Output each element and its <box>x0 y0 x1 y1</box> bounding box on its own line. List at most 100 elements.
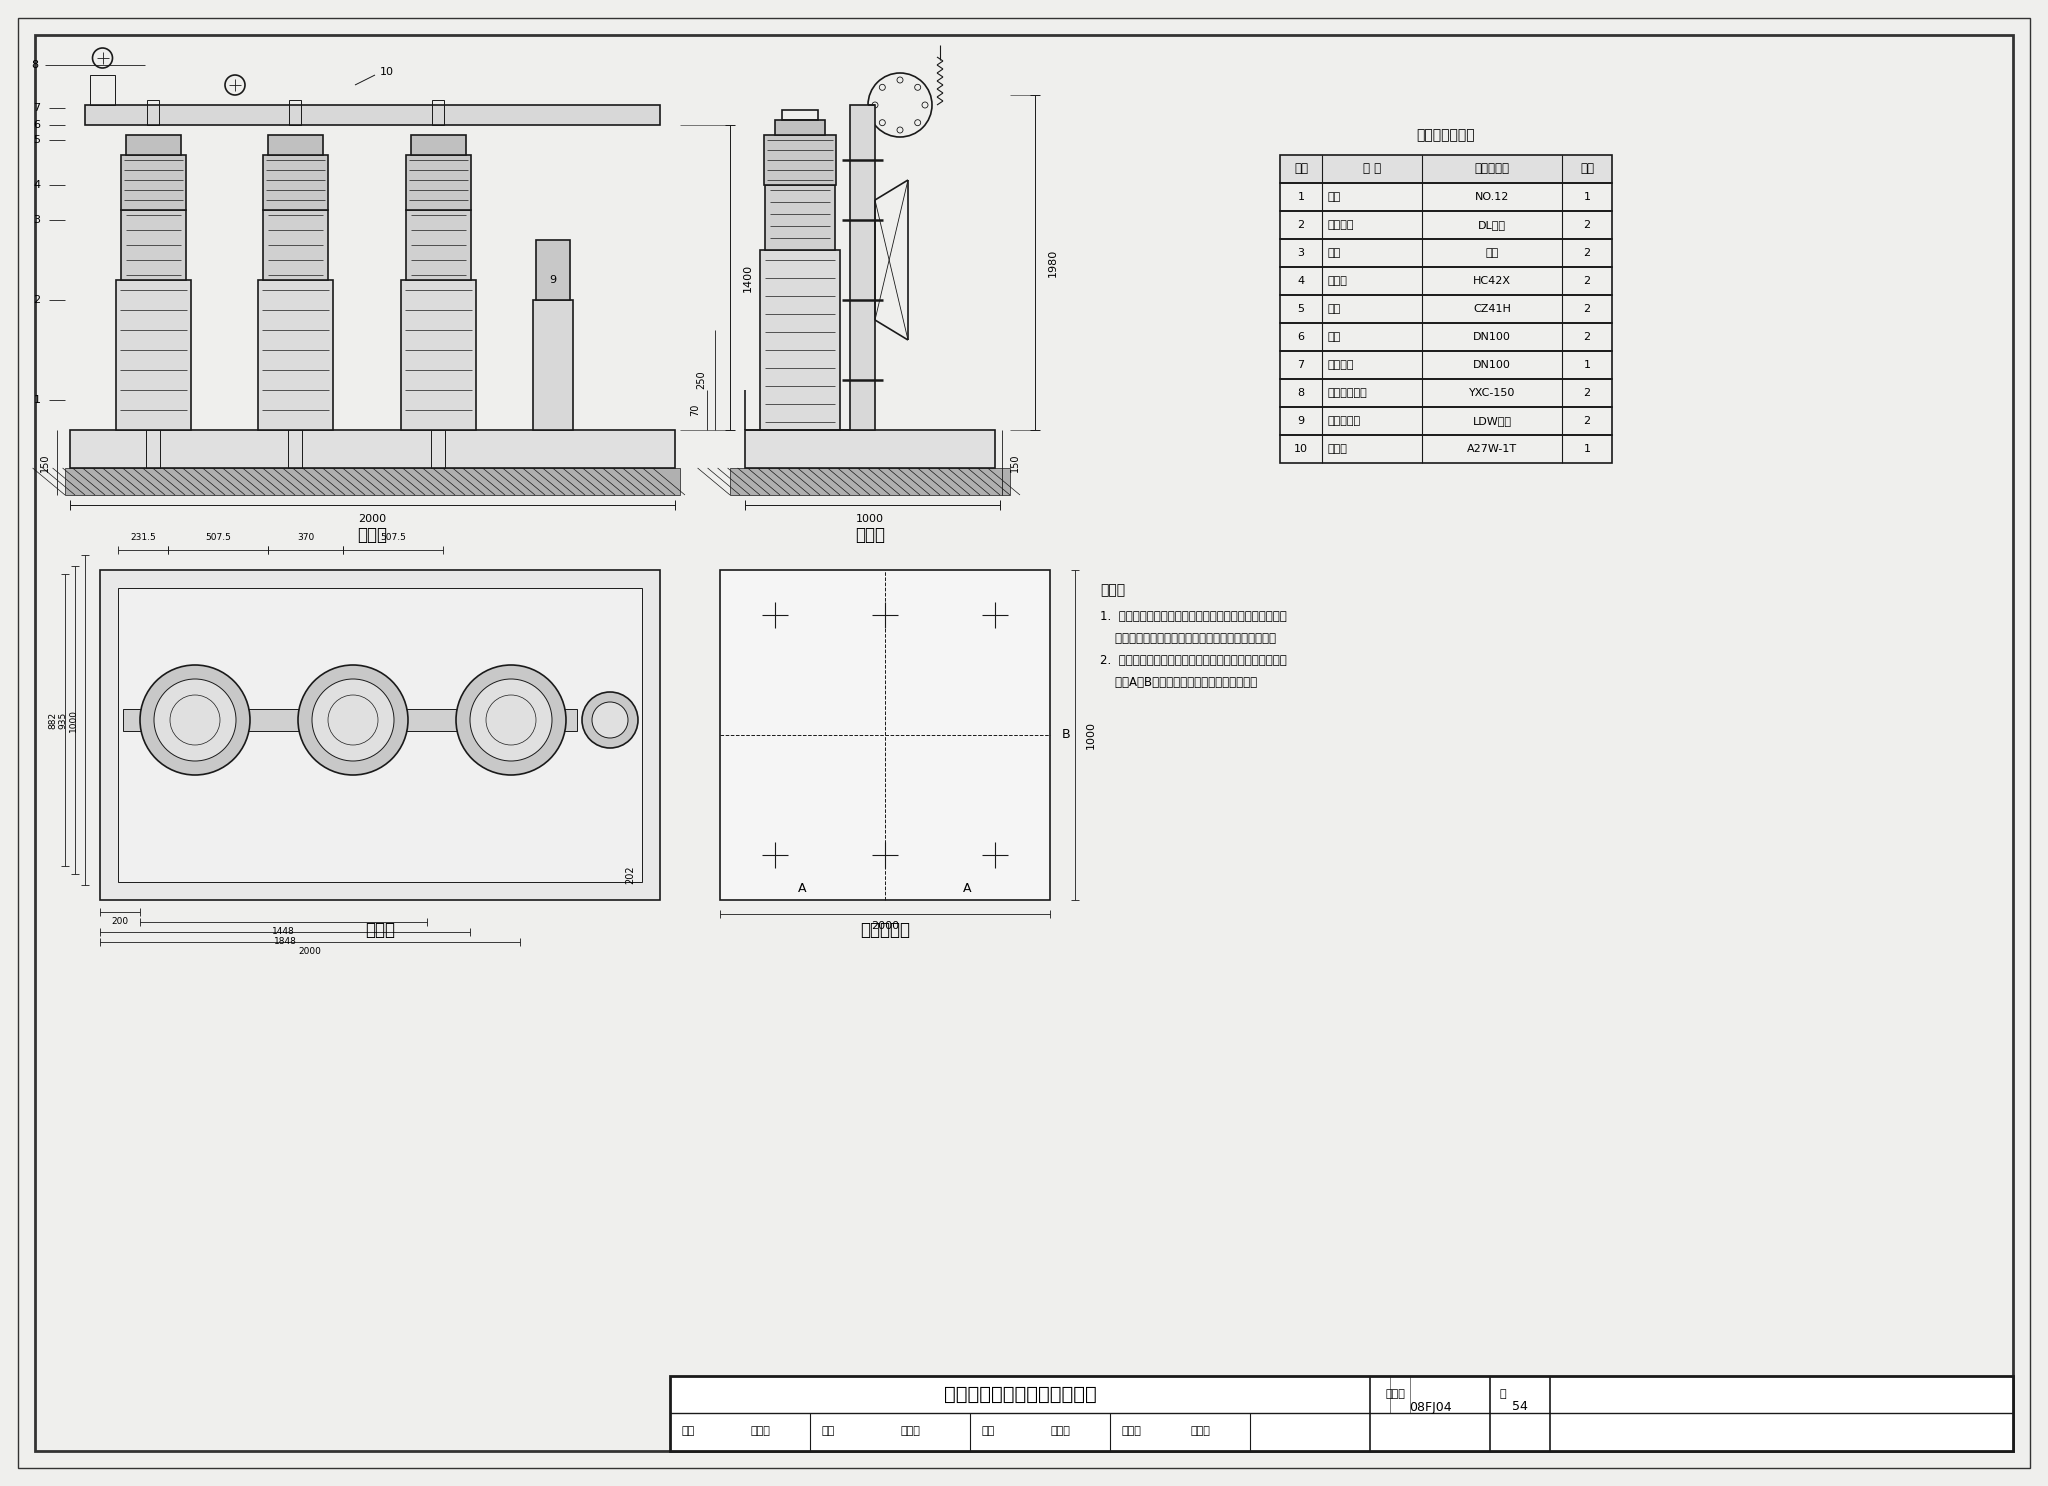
Text: 出水总管: 出水总管 <box>1327 360 1354 370</box>
Circle shape <box>592 701 629 739</box>
Bar <box>721 571 1051 901</box>
Text: 2: 2 <box>1583 416 1591 426</box>
Circle shape <box>311 679 393 761</box>
Text: 底座: 底座 <box>1327 192 1341 202</box>
Text: 消防稳压泵: 消防稳压泵 <box>1327 416 1362 426</box>
Text: 2.  泵基座有公共底盘，与基础采用膨胀螺栓固定，设减振: 2. 泵基座有公共底盘，与基础采用膨胀螺栓固定，设减振 <box>1100 654 1286 667</box>
Bar <box>774 120 825 135</box>
Bar <box>766 184 836 250</box>
Text: 名 称: 名 称 <box>1362 162 1380 175</box>
Text: 成品: 成品 <box>1485 248 1499 259</box>
Text: 审核: 审核 <box>682 1427 694 1435</box>
Bar <box>1280 296 1612 322</box>
Text: 2: 2 <box>1583 220 1591 230</box>
Text: 型号及说明: 型号及说明 <box>1475 162 1509 175</box>
Circle shape <box>139 666 250 776</box>
Text: 立面图: 立面图 <box>358 526 387 544</box>
Bar <box>145 429 160 468</box>
Bar <box>401 279 475 429</box>
Bar <box>1280 351 1612 379</box>
Text: 张汉书: 张汉书 <box>1051 1427 1069 1435</box>
Text: 郭建平: 郭建平 <box>750 1427 770 1435</box>
Text: 监图书: 监图书 <box>1122 1427 1143 1435</box>
Text: 9: 9 <box>549 275 557 285</box>
Bar <box>782 110 817 120</box>
Text: DN100: DN100 <box>1473 360 1511 370</box>
Text: 1000: 1000 <box>1085 721 1096 749</box>
Bar <box>1280 183 1612 211</box>
Text: 1: 1 <box>1298 192 1305 202</box>
Text: 9: 9 <box>1298 416 1305 426</box>
Text: 说明：: 说明： <box>1100 583 1124 597</box>
Text: 1: 1 <box>33 395 41 406</box>
Text: 喷淋泵、稳压给水设备安装图: 喷淋泵、稳压给水设备安装图 <box>944 1385 1096 1403</box>
Bar <box>764 135 836 184</box>
Text: 校对: 校对 <box>821 1427 836 1435</box>
Text: 2000: 2000 <box>358 514 387 525</box>
Circle shape <box>582 692 639 747</box>
Bar <box>1280 155 1612 183</box>
Text: A: A <box>963 881 971 895</box>
Text: 设备主要材料表: 设备主要材料表 <box>1417 128 1475 143</box>
Bar <box>70 429 676 468</box>
Text: 1980: 1980 <box>1049 248 1059 276</box>
Text: A: A <box>799 881 807 895</box>
Text: 2000: 2000 <box>299 948 322 957</box>
Text: 2: 2 <box>1583 276 1591 285</box>
Bar <box>760 250 840 429</box>
Text: 止回阀: 止回阀 <box>1327 276 1348 285</box>
Bar <box>115 279 190 429</box>
Text: 3: 3 <box>33 215 41 224</box>
Text: 页: 页 <box>1499 1389 1507 1398</box>
Circle shape <box>469 679 553 761</box>
Bar <box>1280 435 1612 464</box>
Text: 250: 250 <box>696 370 707 389</box>
Text: 2000: 2000 <box>870 921 899 932</box>
Bar <box>406 210 471 279</box>
Text: 1848: 1848 <box>274 938 297 947</box>
Bar <box>432 100 444 125</box>
Text: 平面图: 平面图 <box>365 921 395 939</box>
Text: 安全阀: 安全阀 <box>1327 444 1348 455</box>
Text: 器。A、B尺寸按设备到货后实物钻孔定位。: 器。A、B尺寸按设备到货后实物钻孔定位。 <box>1100 676 1257 688</box>
Text: 507.5: 507.5 <box>381 533 406 542</box>
Bar <box>1280 267 1612 296</box>
Text: 1.  本图中表示的安装基础，是参考性资料。设备混凝土的: 1. 本图中表示的安装基础，是参考性资料。设备混凝土的 <box>1100 609 1286 623</box>
Bar <box>729 468 1010 495</box>
Text: 2: 2 <box>1583 248 1591 259</box>
Text: 6: 6 <box>1298 331 1305 342</box>
Text: A27W-1T: A27W-1T <box>1466 444 1518 455</box>
Bar <box>119 588 641 883</box>
Bar <box>90 74 115 106</box>
Bar <box>670 1376 2013 1450</box>
Text: 图集号: 图集号 <box>1384 1389 1405 1398</box>
Text: 1400: 1400 <box>743 263 754 291</box>
Text: 7: 7 <box>1298 360 1305 370</box>
Text: 主消防泵: 主消防泵 <box>1327 220 1354 230</box>
Bar <box>66 468 680 495</box>
Bar <box>125 135 180 155</box>
Text: 5: 5 <box>33 135 41 146</box>
Text: CZ41H: CZ41H <box>1473 305 1511 314</box>
Text: 10: 10 <box>381 67 393 77</box>
Text: 7: 7 <box>33 103 41 113</box>
Text: 2: 2 <box>1583 305 1591 314</box>
Text: 1000: 1000 <box>856 514 885 525</box>
Text: 370: 370 <box>297 533 313 542</box>
Text: 882: 882 <box>49 712 57 728</box>
Text: 8: 8 <box>31 59 39 70</box>
Text: 4: 4 <box>33 180 41 190</box>
Circle shape <box>154 679 236 761</box>
Bar <box>1280 407 1612 435</box>
Bar <box>289 100 301 125</box>
Bar <box>1280 322 1612 351</box>
Text: 4: 4 <box>1298 276 1305 285</box>
Text: 70: 70 <box>690 404 700 416</box>
Text: 1: 1 <box>1583 192 1591 202</box>
Bar <box>121 210 186 279</box>
Text: 8: 8 <box>1298 388 1305 398</box>
Text: DN100: DN100 <box>1473 331 1511 342</box>
Text: 150: 150 <box>41 453 49 471</box>
Text: YXC-150: YXC-150 <box>1468 388 1516 398</box>
Bar <box>258 279 332 429</box>
